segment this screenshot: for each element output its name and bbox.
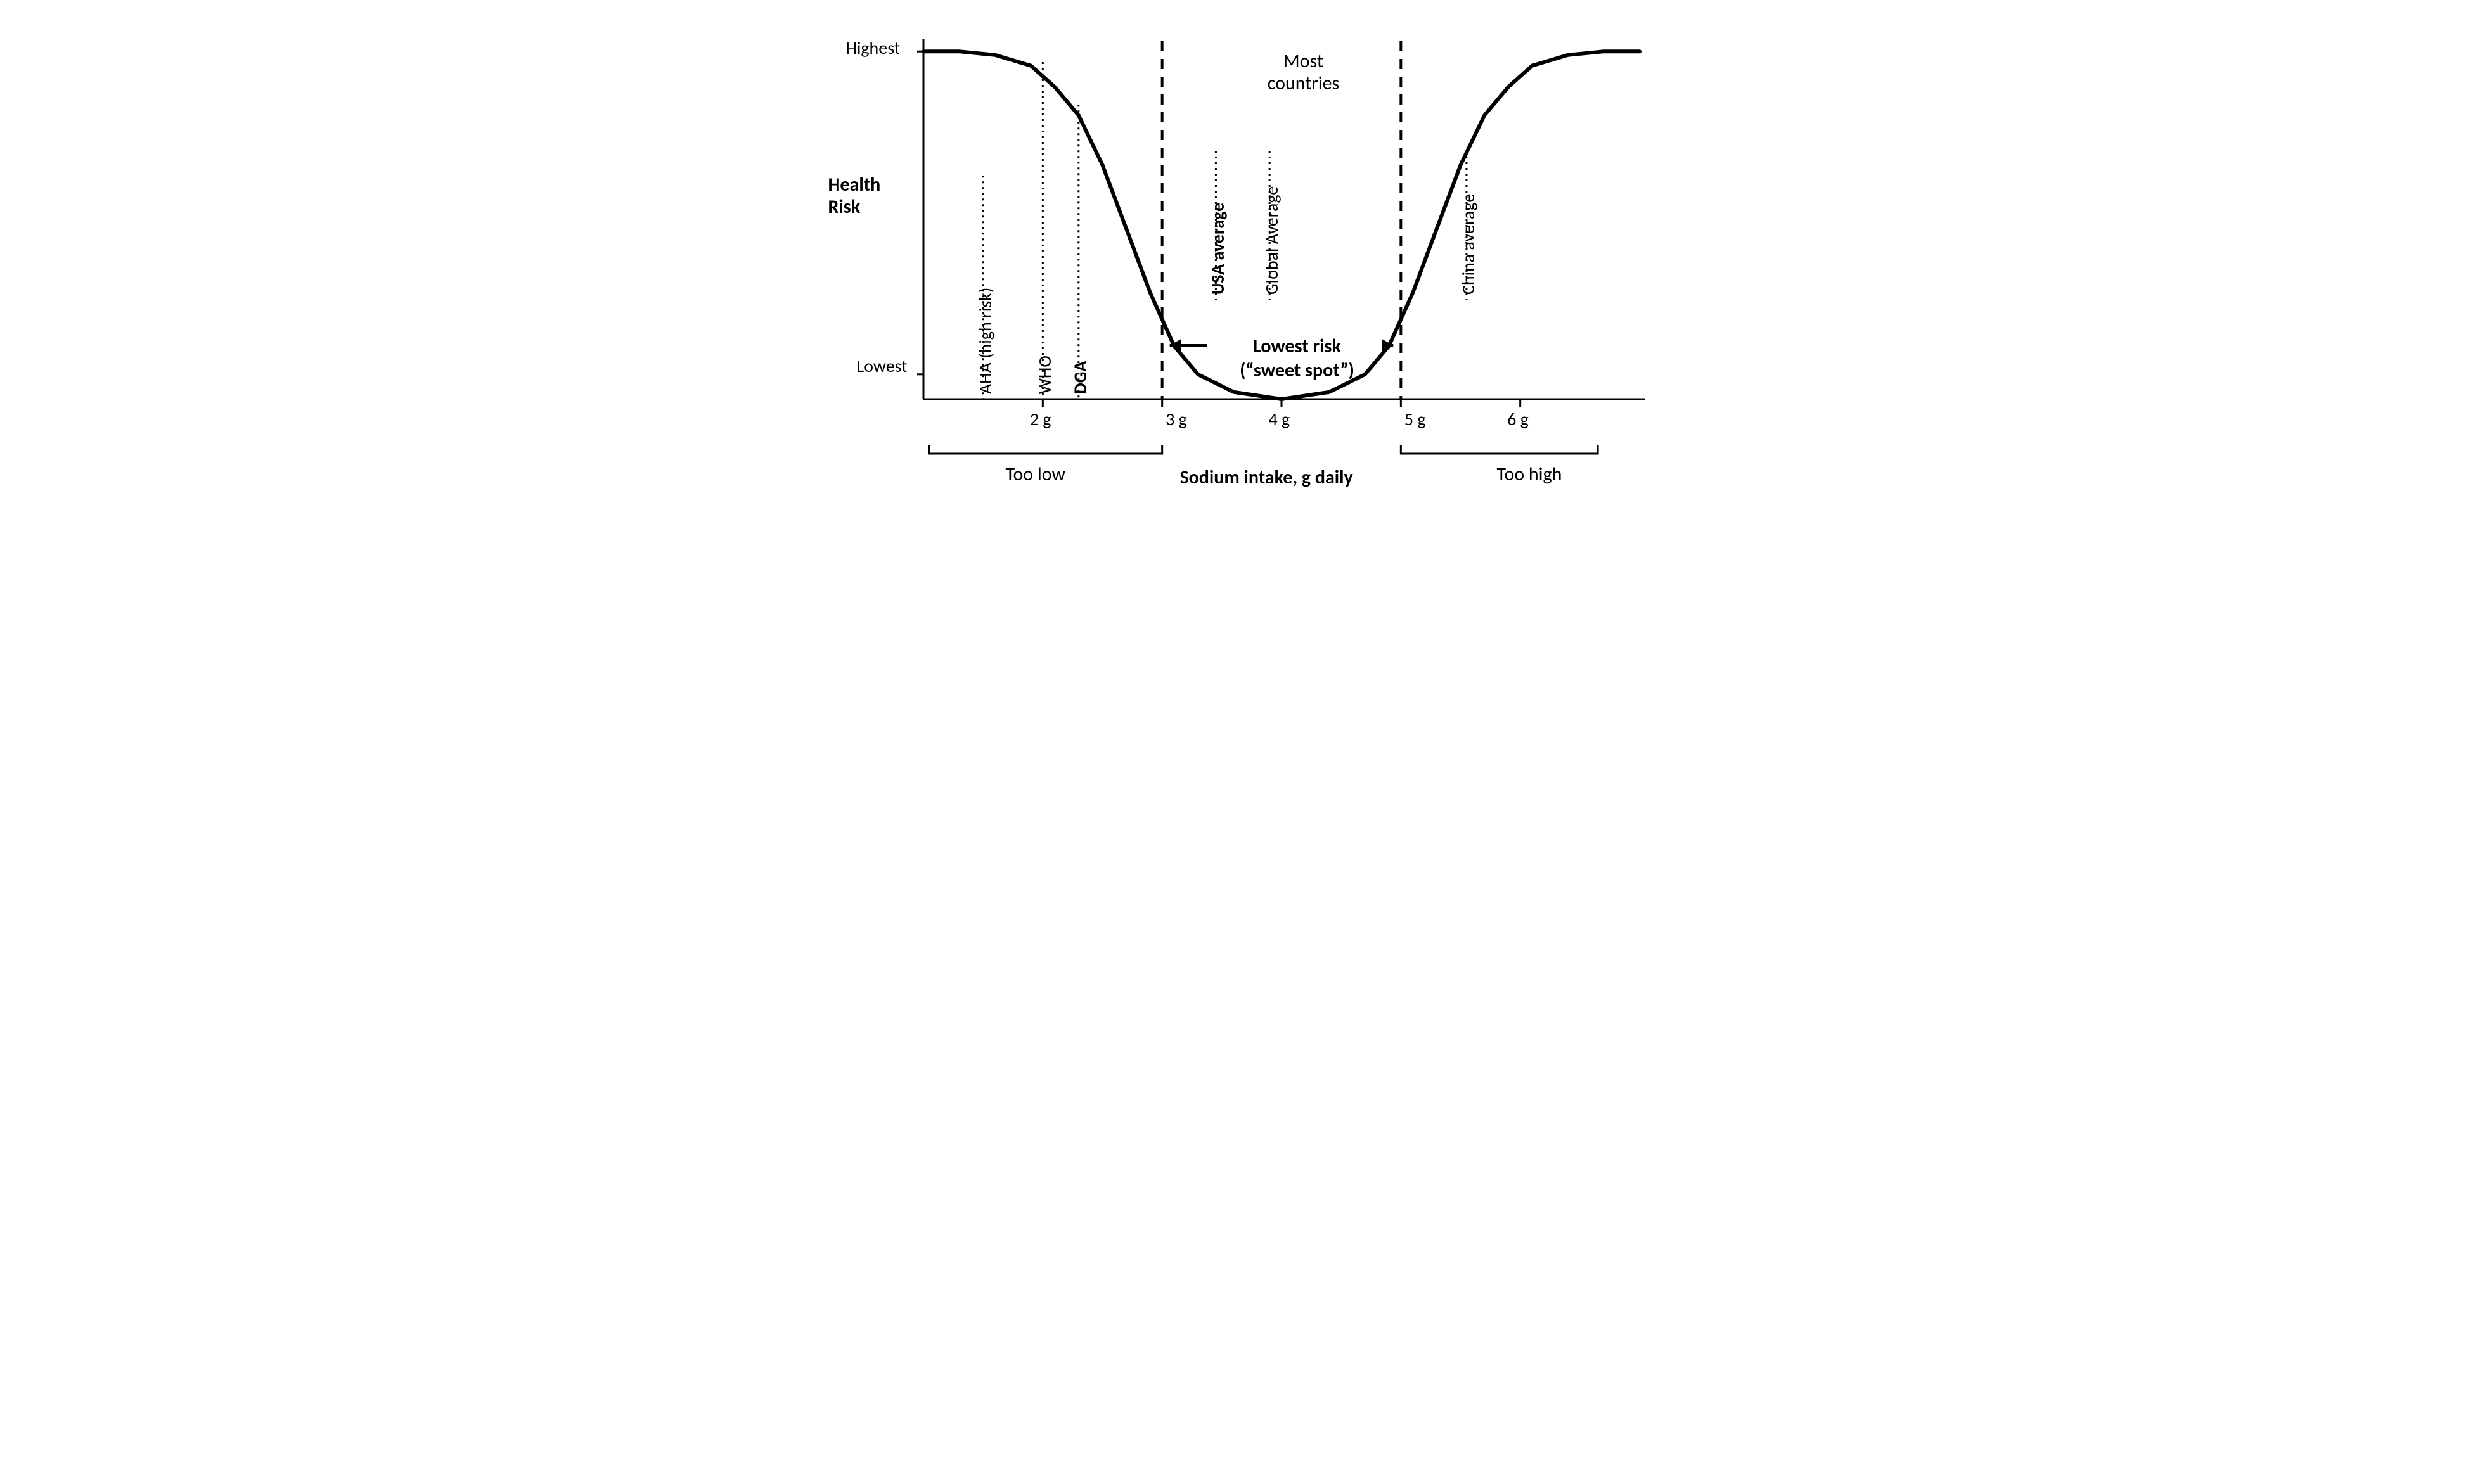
- y-axis-title: HealthRisk: [828, 174, 904, 218]
- marker-label: USA average: [1207, 203, 1229, 295]
- y-top-label: Highest: [846, 37, 901, 59]
- marker-label: AHA (high risk): [974, 288, 996, 394]
- x-tick-label: 6 g: [1507, 408, 1529, 430]
- chart-container: HealthRisk Highest Lowest Mostcountries …: [828, 25, 1652, 520]
- y-axis-title-text: HealthRisk: [828, 173, 881, 219]
- most-countries-label: Mostcountries: [1234, 51, 1373, 94]
- x-tick-label: 2 g: [1030, 408, 1051, 430]
- marker-label: WHO: [1034, 355, 1056, 394]
- marker-label: China average: [1457, 194, 1479, 295]
- x-axis-title: Sodium intake, g daily: [1180, 466, 1353, 489]
- too-high-label: Too high: [1497, 463, 1562, 486]
- x-tick-label: 3 g: [1166, 408, 1187, 430]
- too-low-label: Too low: [1006, 463, 1065, 486]
- y-bottom-label: Lowest: [857, 355, 908, 377]
- x-tick-label: 4 g: [1269, 408, 1290, 430]
- x-tick-label: 5 g: [1404, 408, 1426, 430]
- marker-label: DGA: [1069, 361, 1091, 394]
- lowest-risk-label: Lowest risk (“sweet spot”): [1209, 335, 1386, 382]
- marker-label: Global Average: [1261, 186, 1283, 295]
- plot-svg: [828, 25, 1652, 520]
